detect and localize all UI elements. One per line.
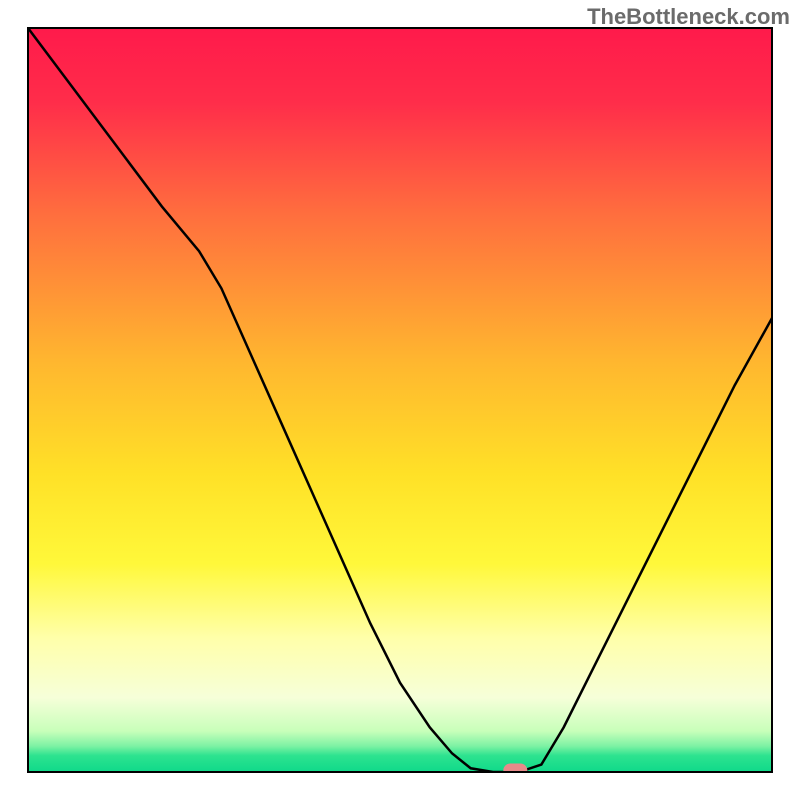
gradient-background — [28, 28, 772, 772]
bottleneck-chart — [0, 0, 800, 800]
watermark-text: TheBottleneck.com — [587, 4, 790, 30]
optimal-marker — [503, 764, 527, 778]
chart-container: TheBottleneck.com — [0, 0, 800, 800]
